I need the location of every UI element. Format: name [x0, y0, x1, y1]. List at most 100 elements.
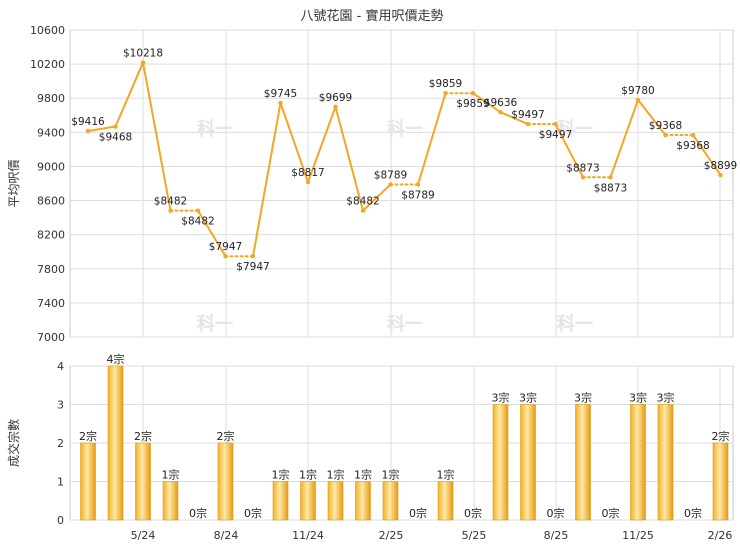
price-y-axis-label: 平均呎價: [7, 159, 21, 207]
volume-y-tick-label: 2: [57, 437, 64, 450]
volume-data-label: 3宗: [657, 391, 675, 405]
volume-bar: [355, 481, 371, 521]
price-line-segment: [252, 101, 282, 258]
volume-data-label: 1宗: [272, 468, 290, 482]
x-tick-label: 2/25: [379, 529, 404, 542]
volume-data-label: 1宗: [354, 468, 372, 482]
volume-bar: [437, 481, 454, 521]
price-point: [635, 97, 641, 103]
volume-data-label: 1宗: [437, 468, 455, 482]
watermark: 科一: [197, 118, 233, 140]
volume-bar: [520, 404, 536, 521]
price-data-label: $9745: [264, 88, 297, 100]
volume-data-label: 1宗: [327, 468, 345, 482]
price-point: [195, 208, 201, 213]
price-data-label: $7947: [236, 261, 269, 273]
volume-data-label: 1宗: [299, 468, 317, 482]
volume-y-tick-label: 4: [57, 360, 64, 373]
price-point: [690, 132, 696, 138]
price-y-tick-label: 7000: [37, 331, 65, 344]
price-y-tick-label: 10600: [30, 24, 65, 37]
price-data-label: $9497: [511, 109, 544, 121]
volume-bar: [382, 481, 399, 521]
price-point: [85, 128, 91, 134]
volume-data-label: 2宗: [712, 429, 730, 443]
x-tick-label: 5/25: [462, 529, 487, 542]
x-tick-label: 11/25: [622, 529, 654, 542]
price-point: [580, 175, 586, 180]
volume-data-label: 1宗: [162, 468, 180, 482]
volume-data-label: 3宗: [629, 391, 647, 405]
price-line-segment: [609, 98, 639, 179]
volume-data-label: 1宗: [382, 468, 400, 482]
volume-bar: [135, 442, 151, 521]
price-point: [168, 208, 173, 213]
volume-y-tick-label: 0: [57, 514, 64, 527]
price-line-segment: [307, 105, 337, 184]
price-line-chart: 7000 7400 7800 8200 8600 9000 9400 9800 10200 106…: [7, 24, 737, 344]
price-data-label: $8482: [154, 196, 187, 208]
watermark: 科一: [387, 313, 423, 335]
volume-data-label: 3宗: [492, 391, 510, 405]
volume-data-label: 0宗: [684, 506, 702, 520]
price-line-segment: [472, 92, 502, 114]
volume-data-label: 2宗: [79, 429, 97, 443]
price-y-tick-label: 9000: [37, 160, 65, 173]
x-tick-label: 2/26: [708, 529, 733, 542]
price-line-segment: [142, 61, 172, 212]
volume-data-label: 0宗: [547, 506, 565, 520]
volume-bar: [492, 404, 509, 521]
price-data-label: $8482: [181, 216, 214, 228]
x-tick-label: 5/24: [131, 529, 156, 542]
volume-bar: [300, 481, 316, 521]
price-line-segment: [279, 101, 309, 184]
price-point: [498, 110, 503, 115]
volume-data-label: 2宗: [217, 429, 235, 443]
price-y-tick-label: 10200: [30, 58, 65, 71]
price-data-label: $9468: [99, 132, 132, 144]
price-point: [608, 175, 613, 180]
price-point: [278, 100, 283, 106]
price-y-tick-label: 8200: [37, 229, 65, 242]
price-y-tick-label: 8600: [37, 195, 65, 208]
price-data-label: $8789: [401, 189, 434, 201]
watermark: 科一: [387, 118, 423, 140]
price-point: [663, 132, 668, 138]
price-data-label: $9780: [621, 85, 654, 97]
price-line-segment: [87, 125, 117, 132]
volume-bar: [162, 481, 179, 521]
price-line-segment: [334, 105, 364, 212]
price-line-segment: [362, 183, 392, 212]
price-point: [718, 172, 723, 178]
price-point: [140, 60, 146, 65]
price-line-segment: [692, 134, 722, 177]
volume-y-tick-label: 1: [57, 476, 64, 489]
volume-bar: [327, 481, 344, 521]
price-line-segment: [417, 92, 447, 186]
price-data-label: $8899: [704, 160, 737, 172]
volume-data-label: 3宗: [574, 391, 592, 405]
price-point: [553, 121, 558, 127]
price-point: [250, 254, 256, 259]
price-data-label: $10218: [123, 48, 163, 60]
price-line-segment: [637, 98, 667, 137]
volume-data-label: 4宗: [107, 352, 125, 366]
price-line-segment: [554, 123, 584, 179]
volume-data-label: 3宗: [519, 391, 537, 405]
volume-y-tick-label: 3: [57, 399, 64, 412]
price-data-label: $8873: [594, 182, 627, 194]
chart-title: 八號花園 - 實用呎價走勢: [301, 8, 444, 24]
price-data-label: $9859: [429, 78, 462, 90]
x-tick-label: 11/24: [292, 529, 324, 542]
volume-bar: [712, 442, 729, 521]
x-tick-label: 8/24: [214, 529, 239, 542]
volume-data-label: 2宗: [134, 429, 152, 443]
price-point: [360, 208, 366, 213]
price-data-label: $9859: [456, 98, 489, 110]
price-y-tick-label: 9800: [37, 92, 65, 105]
price-y-tick-label: 9400: [37, 126, 65, 139]
price-point: [388, 182, 393, 187]
watermark: 科一: [197, 313, 233, 335]
